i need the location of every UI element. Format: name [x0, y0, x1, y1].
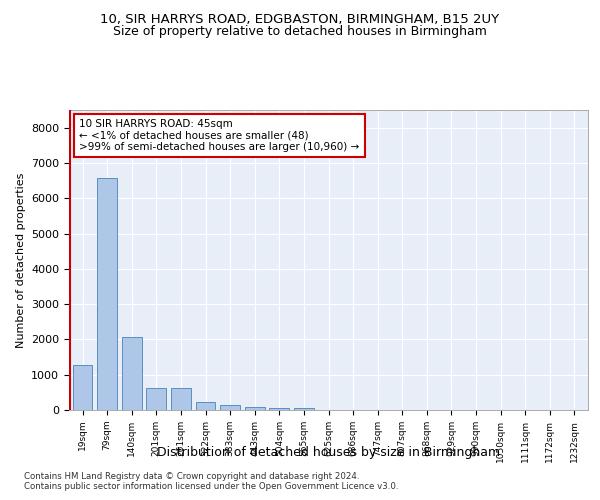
Text: Contains HM Land Registry data © Crown copyright and database right 2024.: Contains HM Land Registry data © Crown c… — [24, 472, 359, 481]
Text: 10, SIR HARRYS ROAD, EDGBASTON, BIRMINGHAM, B15 2UY: 10, SIR HARRYS ROAD, EDGBASTON, BIRMINGH… — [100, 12, 500, 26]
Text: 10 SIR HARRYS ROAD: 45sqm
← <1% of detached houses are smaller (48)
>99% of semi: 10 SIR HARRYS ROAD: 45sqm ← <1% of detac… — [79, 119, 359, 152]
Bar — [196, 402, 215, 410]
Text: Size of property relative to detached houses in Birmingham: Size of property relative to detached ho… — [113, 25, 487, 38]
Bar — [97, 178, 117, 410]
Bar — [294, 408, 314, 410]
Bar — [122, 336, 142, 410]
Bar — [73, 365, 92, 410]
Bar — [245, 406, 265, 410]
Bar — [269, 408, 289, 410]
Y-axis label: Number of detached properties: Number of detached properties — [16, 172, 26, 348]
Text: Distribution of detached houses by size in Birmingham: Distribution of detached houses by size … — [157, 446, 500, 459]
Bar — [220, 406, 240, 410]
Bar — [171, 388, 191, 410]
Text: Contains public sector information licensed under the Open Government Licence v3: Contains public sector information licen… — [24, 482, 398, 491]
Bar — [146, 388, 166, 410]
